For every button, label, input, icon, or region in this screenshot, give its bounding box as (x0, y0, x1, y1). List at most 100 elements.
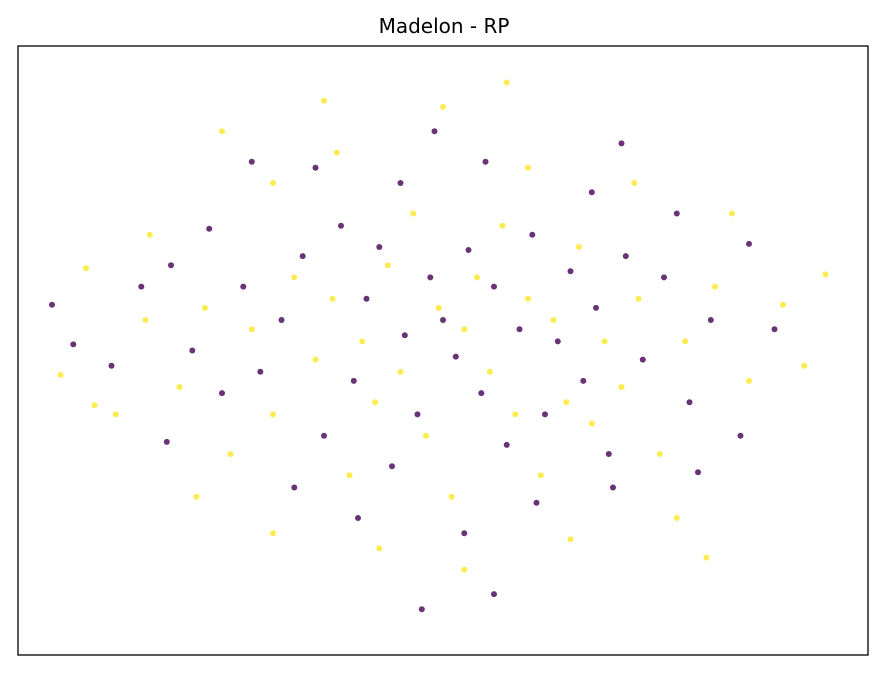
scatter-point (321, 432, 327, 439)
points-layer (49, 79, 829, 613)
scatter-point (712, 283, 718, 290)
scatter-point (542, 411, 548, 418)
scatter-point (656, 451, 663, 457)
scatter-point (138, 283, 145, 290)
scatter-point (350, 377, 357, 384)
scatter-point (248, 326, 255, 333)
scatter-point (338, 222, 344, 229)
scatter-point (49, 301, 55, 308)
scatter-point (474, 274, 480, 281)
scatter-point (270, 411, 276, 418)
scatter-point (746, 240, 752, 247)
scatter-point (427, 274, 434, 281)
scatter-point (329, 295, 336, 302)
scatter-point (695, 469, 701, 476)
scatter-point (618, 140, 625, 147)
scatter-point (618, 384, 625, 390)
scatter-point (729, 210, 735, 217)
scatter-point (461, 530, 468, 537)
scatter-point (397, 368, 404, 375)
scatter-point (431, 128, 438, 135)
scatter-point (707, 317, 714, 323)
scatter-point (499, 222, 506, 229)
scatter-point (423, 432, 429, 439)
scatter-point (389, 463, 395, 470)
chart-title: Madelon - RP (379, 14, 510, 38)
scatter-point (588, 189, 595, 196)
scatter-point (219, 128, 225, 135)
scatter-point (686, 399, 693, 406)
scatter-point (601, 338, 608, 345)
scatter-point (219, 390, 225, 397)
scatter-point (397, 180, 404, 186)
scatter-point (146, 231, 153, 238)
scatter-point (91, 402, 98, 409)
scatter-point (503, 79, 510, 86)
scatter-point (737, 432, 744, 439)
plot-frame (17, 45, 869, 656)
scatter-point (206, 225, 213, 232)
scatter-point (291, 484, 298, 491)
scatter-point (448, 493, 455, 500)
scatter-point (240, 283, 247, 290)
scatter-point (567, 536, 574, 543)
scatter-point (189, 347, 196, 354)
scatter-point (248, 158, 255, 165)
scatter-point (635, 295, 642, 302)
scatter-point (163, 438, 170, 445)
scatter-point (576, 244, 582, 250)
scatter-point (746, 377, 752, 384)
scatter-point (176, 384, 183, 390)
scatter-point (563, 399, 570, 406)
scatter-point (491, 283, 497, 290)
scatter-point (355, 515, 361, 521)
scatter-point (771, 326, 778, 333)
scatter-point (482, 158, 489, 165)
scatter-point (486, 368, 493, 375)
scatter-point (822, 271, 829, 278)
scatter-point (550, 317, 557, 323)
scatter-point (401, 332, 408, 339)
scatter-point (682, 338, 689, 345)
scatter-point (70, 341, 77, 348)
scatter-point (461, 326, 468, 333)
scatter-point (593, 304, 599, 311)
scatter-point (465, 247, 472, 253)
scatter-point (312, 356, 319, 363)
scatter-point (359, 338, 366, 345)
scatter-point (227, 451, 234, 457)
scatter-point (673, 515, 680, 521)
scatter-point (703, 554, 710, 561)
scatter-point (142, 317, 149, 323)
scatter-point (440, 317, 446, 323)
scatter-point (461, 566, 468, 573)
scatter-point (333, 149, 340, 156)
scatter-point (567, 268, 574, 275)
scatter-point (410, 210, 417, 217)
scatter-point (418, 606, 425, 613)
scatter-point (202, 304, 208, 311)
scatter-point (780, 301, 786, 308)
scatter-point (278, 317, 285, 323)
scatter-point (57, 371, 64, 378)
scatter-point (452, 353, 459, 360)
scatter-point (372, 399, 378, 406)
scatter-point (537, 472, 544, 479)
scatter-point (83, 265, 89, 272)
scatter-point (580, 377, 587, 384)
scatter-point (503, 441, 510, 448)
scatter-point (440, 103, 446, 110)
scatter-point (363, 295, 370, 302)
scatter-point (270, 180, 276, 186)
scatter-point (346, 472, 353, 479)
scatter-point (435, 304, 442, 311)
scatter-point (491, 591, 497, 598)
scatter-point (108, 362, 115, 369)
scatter-point (193, 493, 200, 500)
scatter-point (605, 451, 612, 457)
scatter-point (529, 231, 536, 238)
scatter-point (673, 210, 680, 217)
scatter-point (312, 164, 319, 171)
scatter-point (801, 362, 808, 369)
